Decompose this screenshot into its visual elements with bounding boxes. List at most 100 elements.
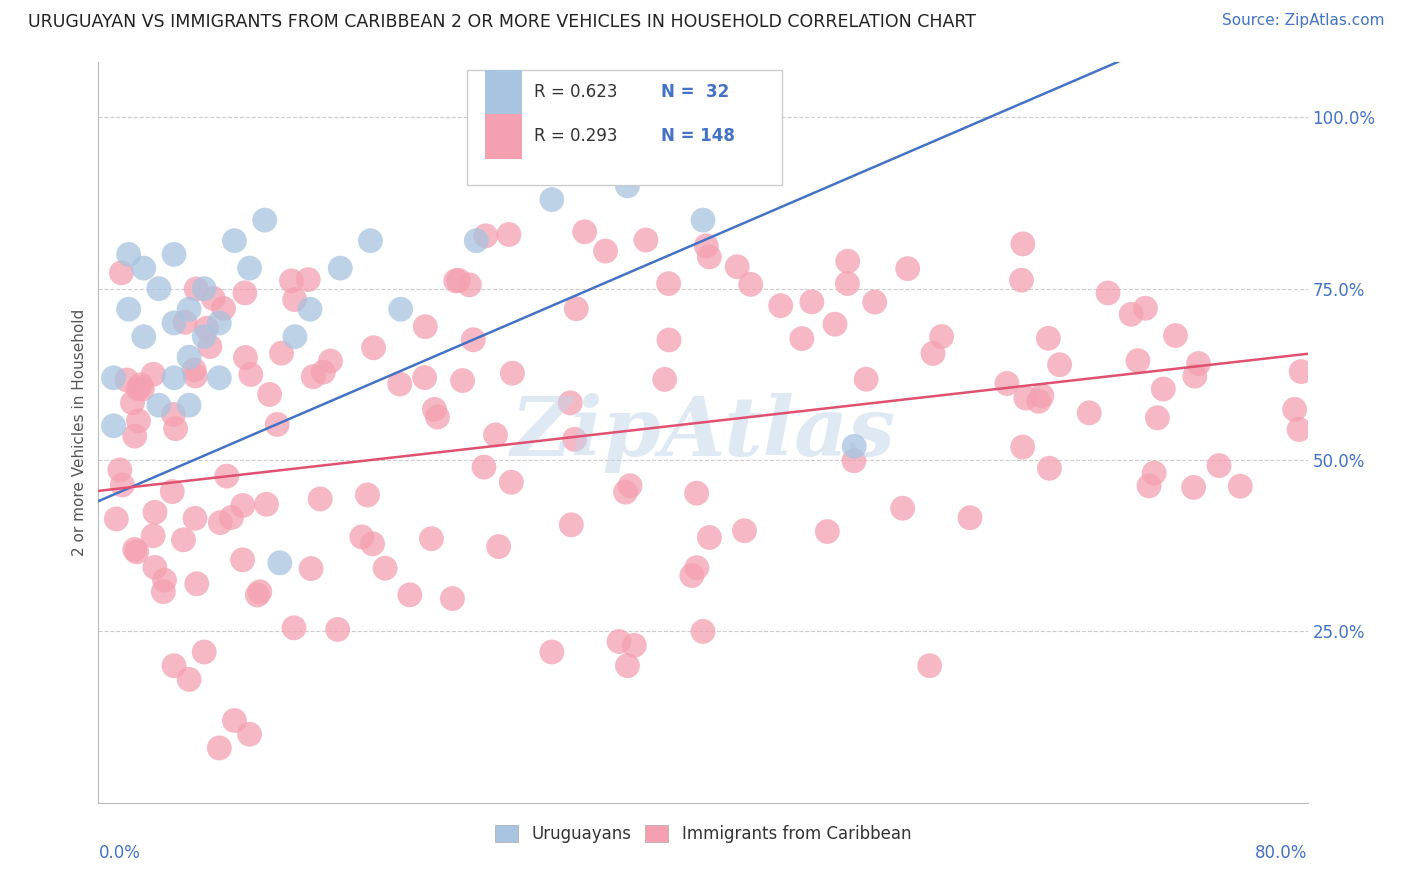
Point bbox=[253, 213, 276, 227]
Point bbox=[302, 369, 325, 384]
Point bbox=[484, 428, 506, 442]
Text: ZipAtlas: ZipAtlas bbox=[510, 392, 896, 473]
Point bbox=[110, 266, 132, 280]
Point bbox=[863, 295, 886, 310]
Point bbox=[1121, 307, 1143, 321]
Point bbox=[616, 658, 638, 673]
Point bbox=[824, 317, 846, 331]
Point bbox=[995, 376, 1018, 391]
Point bbox=[1284, 402, 1306, 417]
Point bbox=[685, 486, 707, 500]
Point bbox=[186, 576, 208, 591]
Point bbox=[501, 366, 523, 380]
Point bbox=[1143, 466, 1166, 480]
Point bbox=[103, 418, 125, 433]
Point bbox=[183, 363, 205, 377]
Point bbox=[565, 301, 588, 316]
Point bbox=[498, 227, 520, 242]
Point bbox=[212, 301, 235, 316]
Point bbox=[235, 351, 257, 365]
Point bbox=[918, 658, 941, 673]
Point bbox=[560, 517, 582, 532]
Point bbox=[699, 531, 721, 545]
Point bbox=[398, 588, 420, 602]
Point bbox=[692, 624, 714, 639]
Point bbox=[740, 277, 762, 292]
Text: 0.0%: 0.0% bbox=[98, 844, 141, 862]
Point bbox=[284, 329, 307, 343]
Point bbox=[1187, 357, 1209, 371]
Point bbox=[239, 261, 262, 276]
Point bbox=[125, 545, 148, 559]
Point bbox=[1164, 328, 1187, 343]
Point bbox=[1126, 353, 1149, 368]
Point bbox=[692, 213, 714, 227]
Point bbox=[118, 247, 141, 261]
Point bbox=[564, 432, 586, 446]
Point bbox=[179, 302, 201, 317]
Point bbox=[209, 516, 232, 530]
Point bbox=[891, 501, 914, 516]
Point bbox=[837, 277, 859, 291]
Point bbox=[163, 316, 186, 330]
Point bbox=[413, 319, 436, 334]
Point bbox=[127, 414, 149, 428]
Point bbox=[233, 285, 256, 300]
Point bbox=[1078, 406, 1101, 420]
Point bbox=[148, 398, 170, 412]
Point bbox=[329, 261, 352, 276]
Point bbox=[299, 561, 322, 575]
Point bbox=[616, 178, 638, 193]
Point bbox=[232, 499, 254, 513]
Point bbox=[127, 382, 149, 396]
Point bbox=[215, 469, 238, 483]
Point bbox=[163, 658, 186, 673]
Point bbox=[143, 560, 166, 574]
Point bbox=[202, 291, 225, 305]
Point bbox=[658, 277, 681, 291]
Point bbox=[108, 463, 131, 477]
Point bbox=[132, 329, 155, 343]
Point bbox=[319, 354, 342, 368]
Point bbox=[142, 529, 165, 543]
Point bbox=[148, 282, 170, 296]
Point bbox=[1015, 391, 1038, 405]
Point bbox=[1011, 273, 1033, 287]
Point bbox=[654, 372, 676, 386]
Point bbox=[488, 540, 510, 554]
Point bbox=[465, 234, 488, 248]
Point bbox=[239, 368, 262, 382]
Point bbox=[249, 584, 271, 599]
Point bbox=[297, 272, 319, 286]
Point bbox=[129, 377, 152, 392]
Point bbox=[165, 422, 187, 436]
Point bbox=[221, 510, 243, 524]
Point bbox=[540, 193, 562, 207]
Point bbox=[607, 634, 630, 648]
Point bbox=[132, 261, 155, 276]
Point bbox=[458, 277, 481, 292]
Text: 80.0%: 80.0% bbox=[1256, 844, 1308, 862]
Point bbox=[444, 274, 467, 288]
Point bbox=[326, 623, 349, 637]
Point bbox=[574, 225, 596, 239]
Point bbox=[142, 367, 165, 381]
Point bbox=[475, 228, 498, 243]
Legend: Uruguayans, Immigrants from Caribbean: Uruguayans, Immigrants from Caribbean bbox=[488, 819, 918, 850]
Point bbox=[131, 382, 153, 396]
Point bbox=[1031, 389, 1053, 403]
Point bbox=[790, 332, 813, 346]
Point bbox=[1152, 382, 1174, 396]
Point bbox=[163, 371, 186, 385]
Point bbox=[143, 505, 166, 519]
Point bbox=[426, 409, 449, 424]
Point bbox=[283, 621, 305, 635]
Point bbox=[388, 377, 411, 392]
Point bbox=[614, 485, 637, 500]
Point bbox=[389, 302, 412, 317]
Point bbox=[1049, 358, 1071, 372]
Point bbox=[118, 302, 141, 317]
Point bbox=[1289, 365, 1312, 379]
Point bbox=[855, 372, 877, 386]
Point bbox=[959, 510, 981, 524]
